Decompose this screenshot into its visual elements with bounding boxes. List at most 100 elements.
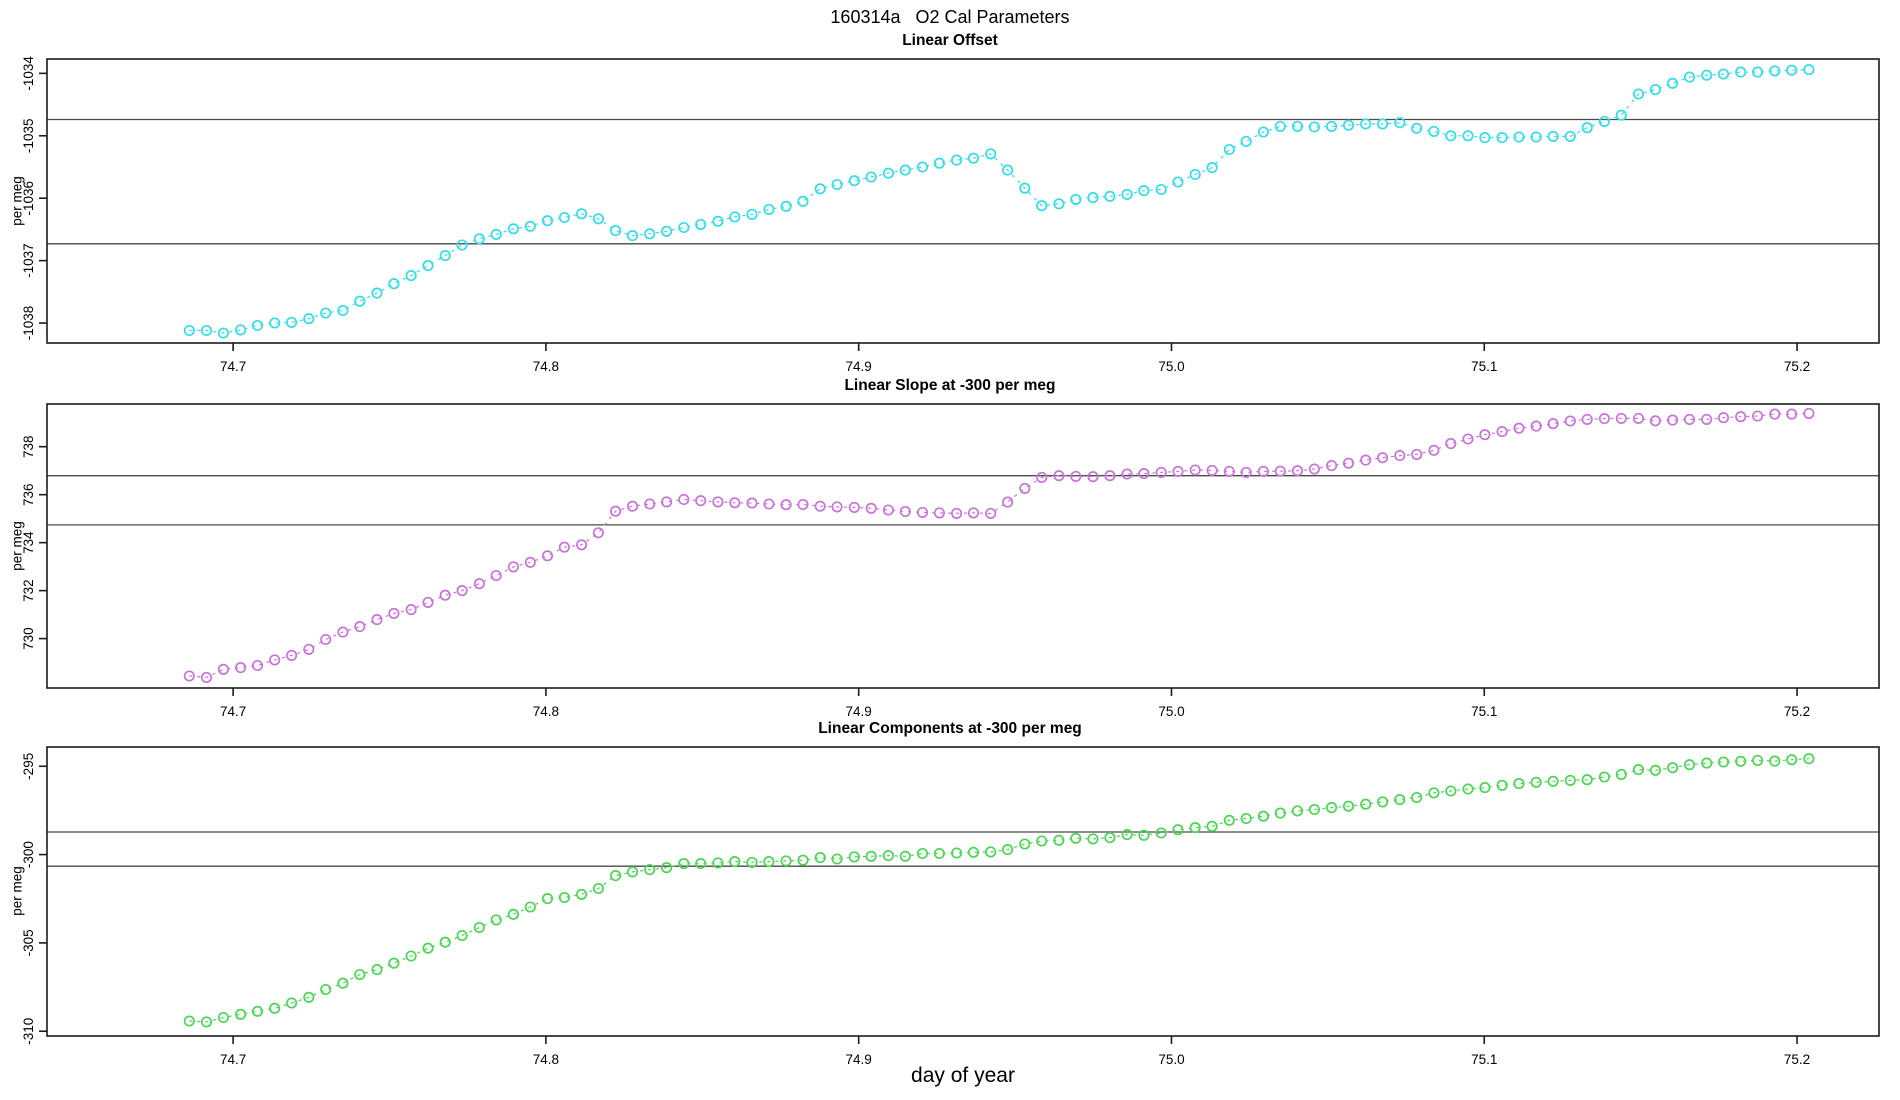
data-point	[1411, 448, 1423, 460]
data-point	[1121, 829, 1133, 841]
data-point	[1786, 754, 1798, 766]
data-point	[967, 152, 980, 164]
series-line	[189, 758, 1809, 1023]
data-point	[780, 499, 792, 511]
y-tick-label: 738	[21, 435, 36, 458]
data-point	[354, 968, 366, 981]
data-point	[1632, 88, 1645, 100]
data-point	[422, 260, 434, 272]
data-point	[678, 858, 690, 870]
data-point	[1615, 412, 1627, 424]
data-point	[592, 527, 604, 539]
panel-1: 74.7 74.8 74.9 75.0 75.1 75.2 -1038 -1037 -1036 -…	[21, 56, 1880, 374]
data-point	[1752, 410, 1764, 422]
data-point	[1701, 69, 1713, 81]
data-point	[524, 220, 536, 232]
data-point	[1411, 791, 1423, 804]
data-point	[473, 233, 485, 245]
data-point	[1786, 408, 1798, 420]
data-point	[1496, 779, 1508, 791]
series-line	[189, 412, 1809, 679]
data-point	[1308, 121, 1320, 133]
data-point	[1360, 118, 1372, 130]
data-point	[524, 901, 536, 913]
data-point	[200, 671, 213, 683]
data-point	[439, 589, 451, 601]
data-point	[337, 977, 349, 989]
x-tick-label: 75.1	[1471, 359, 1497, 374]
data-point	[780, 855, 792, 867]
data-point	[1121, 468, 1133, 480]
data-point	[1394, 794, 1406, 806]
data-point	[678, 221, 690, 234]
data-point	[1530, 776, 1542, 788]
x-tick-label: 74.7	[220, 704, 246, 719]
data-point	[422, 596, 434, 608]
panel-border	[46, 58, 1880, 344]
data-point	[1394, 450, 1406, 462]
data-point	[1036, 471, 1048, 483]
panel-1-title: Linear Offset	[902, 32, 998, 49]
data-point	[1240, 135, 1252, 147]
data-point	[473, 578, 485, 590]
data-point	[661, 496, 673, 508]
data-point	[1581, 774, 1593, 786]
data-point	[337, 304, 349, 317]
data-point	[1342, 457, 1355, 469]
data-point	[1377, 118, 1389, 130]
x-tick-label: 74.9	[846, 359, 872, 374]
y-tick-label: -1037	[21, 243, 36, 278]
data-point	[1053, 834, 1065, 846]
x-tick-label: 74.8	[533, 1052, 559, 1067]
data-point	[456, 929, 468, 942]
data-point	[1206, 162, 1218, 174]
data-point	[610, 505, 622, 517]
data-point	[729, 497, 741, 509]
data-point	[797, 498, 809, 511]
data-point	[985, 148, 997, 160]
data-point	[541, 550, 554, 562]
data-point	[183, 1015, 195, 1027]
data-point	[1360, 454, 1372, 466]
data-point	[576, 539, 588, 551]
data-point	[183, 670, 195, 682]
data-point	[439, 936, 451, 948]
y-tick-label: -1038	[21, 306, 36, 341]
data-point	[1257, 126, 1269, 138]
data-point	[1701, 413, 1713, 425]
data-point	[610, 225, 622, 237]
x-tick-label: 75.2	[1784, 1052, 1810, 1067]
panel-border	[46, 746, 1880, 1037]
y-tick-label: -295	[21, 753, 36, 780]
data-point	[303, 313, 315, 325]
data-point	[814, 500, 826, 512]
data-point	[780, 200, 792, 212]
data-point	[1803, 753, 1815, 765]
data-point	[1240, 812, 1252, 825]
x-tick-label: 74.9	[846, 704, 872, 719]
data-point	[678, 493, 690, 506]
data-point	[1735, 411, 1747, 423]
data-point	[1769, 65, 1781, 77]
data-point	[1701, 757, 1713, 769]
data-point	[1513, 131, 1525, 143]
data-point	[388, 607, 400, 619]
page-title: 160314a O2 Cal Parameters	[830, 7, 1070, 27]
data-point	[882, 167, 894, 179]
data-point	[1479, 429, 1491, 441]
data-point	[456, 239, 468, 251]
data-point	[1223, 143, 1235, 156]
data-point	[1394, 117, 1406, 129]
data-point	[985, 846, 997, 858]
data-point	[1172, 465, 1184, 477]
data-point	[1070, 193, 1082, 205]
y-tick-label: -1035	[21, 119, 36, 154]
data-point	[1735, 66, 1747, 78]
panel-3-title: Linear Components at -300 per meg	[818, 720, 1082, 737]
data-point	[1104, 190, 1116, 202]
data-point	[1036, 200, 1048, 212]
data-point	[1632, 412, 1645, 424]
data-point	[1308, 803, 1320, 816]
data-point	[712, 496, 724, 508]
data-point	[235, 1008, 247, 1020]
